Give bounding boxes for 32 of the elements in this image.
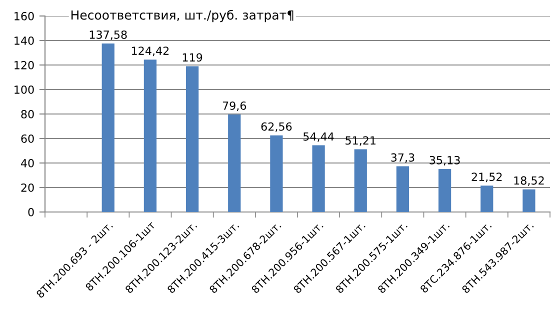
y-tick-label: 20 — [21, 183, 34, 192]
data-label: 35,13 — [430, 156, 460, 166]
bar — [144, 60, 157, 212]
chart-title: Несоответствия, шт./руб. затрат¶ — [71, 10, 294, 22]
bar — [270, 135, 283, 212]
data-label: 21,52 — [472, 172, 502, 182]
bar — [228, 114, 241, 212]
bar — [396, 166, 410, 212]
data-label: 51,21 — [346, 136, 376, 146]
y-tick-label: 60 — [21, 134, 34, 143]
data-label: 79,6 — [222, 101, 246, 112]
bar — [438, 168, 452, 212]
y-tick-label: 80 — [21, 110, 34, 118]
y-tick-label: 160 — [14, 12, 34, 20]
bar — [102, 43, 114, 212]
data-label: 124,42 — [132, 46, 169, 56]
data-label: 18,52 — [514, 176, 544, 186]
data-label: 119 — [182, 53, 202, 62]
data-label: 54,44 — [303, 132, 334, 142]
y-tick-label: 100 — [14, 85, 34, 94]
y-tick-label: 140 — [14, 36, 34, 45]
bar — [312, 145, 325, 212]
data-label: 137,58 — [90, 30, 127, 40]
y-tick-label: 0 — [28, 208, 34, 216]
bar — [186, 66, 199, 212]
y-tick-label: 120 — [14, 60, 34, 70]
bar — [354, 149, 367, 212]
data-label: 37,3 — [391, 153, 414, 163]
bar — [522, 189, 536, 212]
bar — [480, 186, 494, 212]
y-tick-label: 40 — [20, 158, 34, 168]
data-label: 62,56 — [261, 122, 292, 132]
